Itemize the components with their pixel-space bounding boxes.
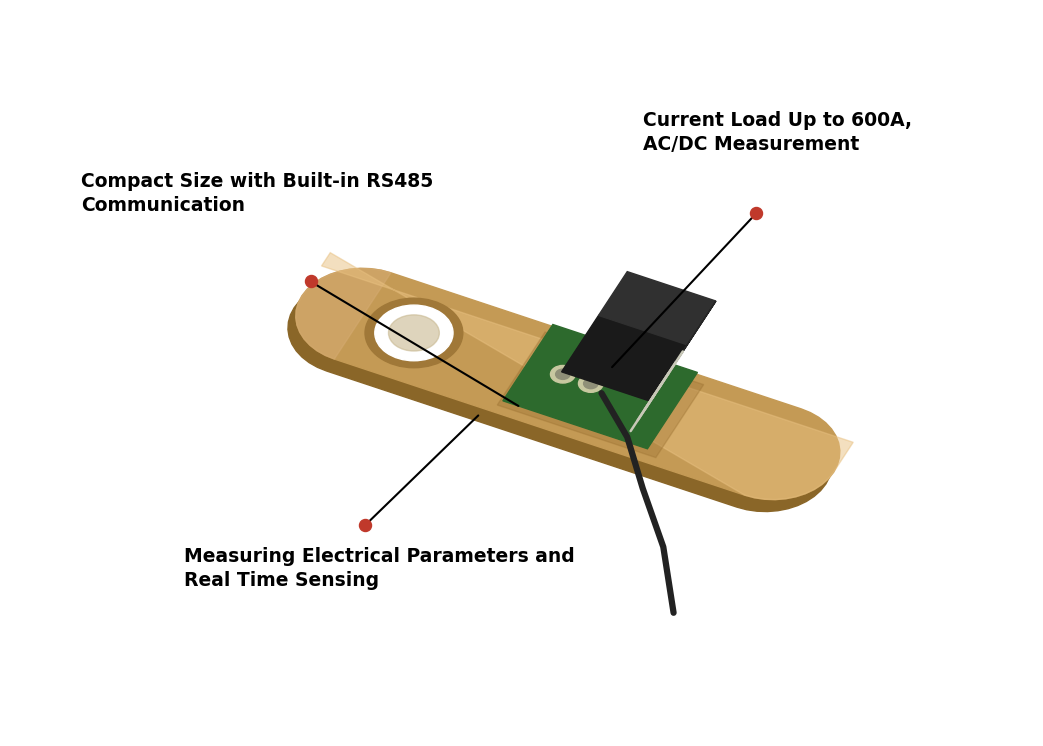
Polygon shape [296,269,840,500]
Polygon shape [503,325,698,449]
Text: Current Load Up to 600A,
AC/DC Measurement: Current Load Up to 600A, AC/DC Measureme… [642,111,912,154]
Point [302,275,319,287]
Polygon shape [321,253,853,500]
Circle shape [584,378,598,389]
Polygon shape [561,316,687,401]
Circle shape [365,298,463,368]
Polygon shape [288,280,832,512]
Polygon shape [296,269,391,359]
Circle shape [556,369,571,380]
Circle shape [579,374,603,392]
Polygon shape [650,301,715,401]
Polygon shape [599,272,715,345]
Polygon shape [498,332,704,457]
Circle shape [388,315,439,351]
Text: Measuring Electrical Parameters and
Real Time Sensing: Measuring Electrical Parameters and Real… [184,548,575,591]
Point [357,519,373,531]
Point [748,207,765,219]
Text: Compact Size with Built-in RS485
Communication: Compact Size with Built-in RS485 Communi… [81,172,433,215]
Circle shape [551,366,575,383]
Circle shape [374,305,453,361]
